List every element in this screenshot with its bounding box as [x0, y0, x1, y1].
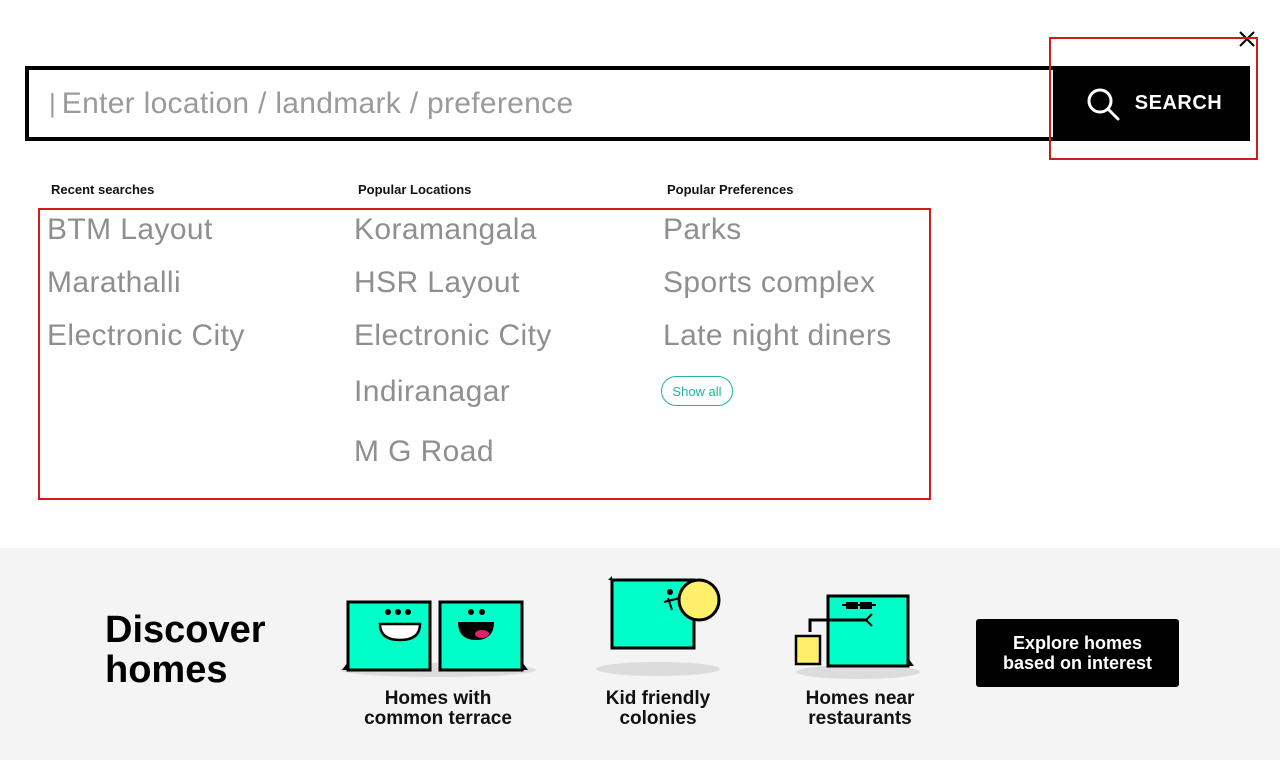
category-label-restaurants[interactable]: Homes near restaurants [805, 688, 915, 729]
discover-title: Discover homes [105, 609, 266, 691]
terrace-homes-icon[interactable] [336, 594, 540, 680]
close-icon [1239, 31, 1255, 47]
search-placeholder: Enter location / landmark / preference [61, 86, 574, 120]
search-button-label: SEARCH [1134, 92, 1223, 114]
search-bar: | Enter location / landmark / preference… [25, 66, 1250, 141]
text-caret: | [49, 88, 56, 118]
popular-preference-item[interactable]: Late night diners [663, 319, 892, 352]
show-all-button[interactable]: Show all [661, 376, 733, 406]
explore-homes-button[interactable]: Explore homes based on interest [976, 619, 1179, 687]
popular-location-item[interactable]: M G Road [354, 435, 494, 468]
popular-preference-item[interactable]: Sports complex [663, 266, 876, 299]
popular-location-item[interactable]: Koramangala [354, 213, 537, 246]
popular-preferences-heading: Popular Preferences [667, 182, 794, 197]
search-button[interactable]: SEARCH [1057, 66, 1250, 141]
restaurants-icon[interactable] [790, 594, 924, 680]
category-label-terrace[interactable]: Homes with common terrace [364, 688, 512, 729]
popular-location-item[interactable]: Electronic City [354, 319, 552, 352]
popular-location-item[interactable]: Indiranagar [354, 375, 511, 408]
close-button[interactable] [1236, 28, 1258, 50]
recent-searches-heading: Recent searches [51, 182, 155, 197]
recent-search-item[interactable]: Electronic City [47, 319, 245, 352]
kid-friendly-icon[interactable] [594, 576, 724, 678]
category-label-kid-friendly[interactable]: Kid friendly colonies [605, 688, 711, 729]
search-input[interactable]: | Enter location / landmark / preference [25, 66, 1057, 141]
recent-search-item[interactable]: BTM Layout [47, 213, 213, 246]
popular-preference-item[interactable]: Parks [663, 213, 742, 246]
popular-locations-heading: Popular Locations [358, 182, 472, 197]
recent-search-item[interactable]: Marathalli [47, 266, 182, 299]
search-icon [1087, 88, 1120, 120]
popular-location-item[interactable]: HSR Layout [354, 266, 520, 299]
